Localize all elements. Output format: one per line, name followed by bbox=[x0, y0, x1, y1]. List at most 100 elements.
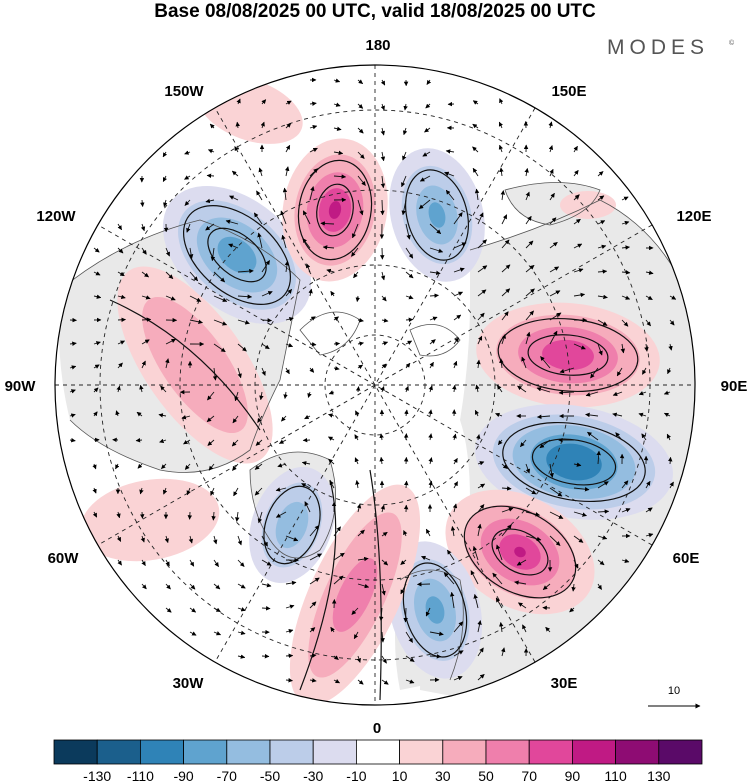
wind-vector bbox=[328, 390, 335, 395]
wind-vector bbox=[328, 458, 335, 465]
colorbar-swatch bbox=[269, 739, 314, 765]
longitude-labels: 180 150E 120E 90E 60E 30E 0 30W 60W 90W … bbox=[5, 37, 748, 737]
wind-vector bbox=[524, 167, 529, 177]
wind-vector bbox=[141, 295, 151, 300]
wind-vector bbox=[181, 415, 191, 420]
wind-vector bbox=[213, 583, 221, 590]
wind-vector bbox=[235, 511, 240, 522]
wind-vector bbox=[521, 356, 527, 369]
wind-vector bbox=[237, 343, 247, 352]
wind-vector bbox=[213, 607, 221, 613]
wind-vector bbox=[232, 415, 239, 424]
wind-vector bbox=[477, 523, 482, 537]
wind-vector bbox=[141, 583, 147, 590]
wind-vector bbox=[429, 316, 438, 321]
wind-vector bbox=[585, 412, 599, 418]
wind-vector bbox=[189, 559, 195, 567]
wind-vector bbox=[401, 175, 407, 188]
wind-vector bbox=[380, 127, 385, 136]
wind-vector bbox=[663, 412, 671, 418]
wind-vector bbox=[165, 358, 170, 369]
wind-vector bbox=[354, 434, 359, 441]
wind-vector bbox=[645, 270, 654, 275]
wind-vector bbox=[666, 433, 671, 441]
wind-vector bbox=[501, 214, 508, 225]
wind-vector bbox=[237, 559, 245, 567]
lon-label-120e: 120E bbox=[676, 208, 711, 225]
wind-vector bbox=[542, 583, 551, 590]
wind-vector bbox=[234, 146, 239, 153]
wind-vector bbox=[165, 295, 176, 301]
wind-vector bbox=[453, 242, 467, 249]
wind-vector bbox=[186, 223, 191, 233]
wind-vector bbox=[405, 271, 414, 279]
wind-vector bbox=[285, 123, 292, 129]
wind-vector bbox=[205, 223, 215, 231]
wind-vector bbox=[257, 511, 263, 524]
wind-vector bbox=[405, 655, 415, 662]
wind-vector bbox=[501, 311, 509, 321]
wind-vector bbox=[597, 195, 605, 201]
wind-vector bbox=[548, 121, 553, 129]
wind-vector bbox=[69, 341, 77, 346]
wind-vector bbox=[165, 583, 171, 590]
wind-vector bbox=[357, 103, 364, 109]
wind-vector bbox=[357, 529, 365, 537]
map-title: Base 08/08/2025 00 UTC, valid 18/08/2025… bbox=[154, 1, 596, 22]
colorbar-tick-label: 50 bbox=[478, 768, 494, 783]
wind-vector bbox=[402, 127, 408, 136]
wind-vector bbox=[328, 413, 335, 418]
wind-vector bbox=[540, 356, 551, 369]
wind-vector bbox=[225, 219, 239, 225]
wind-vector bbox=[302, 210, 311, 225]
wind-vector bbox=[426, 79, 432, 85]
wind-vector bbox=[285, 653, 294, 659]
wind-vector bbox=[285, 144, 291, 153]
wind-vector bbox=[380, 79, 386, 86]
wind-vector bbox=[184, 175, 191, 180]
wind-vector bbox=[333, 174, 347, 179]
wind-vector bbox=[381, 363, 387, 369]
wind-vector bbox=[165, 559, 170, 567]
wind-vector bbox=[320, 221, 335, 226]
wind-vector bbox=[213, 295, 228, 302]
wind-vector bbox=[525, 463, 531, 474]
wind-vector bbox=[117, 271, 125, 277]
colorbar-tick-label: 30 bbox=[435, 768, 451, 783]
wind-vector bbox=[472, 123, 479, 129]
wind-vector bbox=[621, 319, 629, 327]
colorbar-tick-label: -90 bbox=[173, 768, 193, 783]
wind-vector bbox=[569, 607, 575, 613]
wind-vector bbox=[357, 127, 364, 134]
wind-vector bbox=[357, 79, 364, 85]
wind-vector bbox=[419, 175, 431, 182]
wind-vector bbox=[136, 411, 143, 417]
wind-vector bbox=[309, 124, 318, 130]
wind-vector bbox=[261, 559, 272, 566]
colorbar-tick-label: 110 bbox=[604, 768, 627, 783]
wind-vector bbox=[210, 247, 216, 262]
wind-vector bbox=[536, 414, 551, 419]
wind-vector bbox=[184, 463, 191, 470]
wind-vector bbox=[381, 531, 388, 537]
wind-vector bbox=[597, 481, 609, 489]
wind-vector bbox=[474, 188, 480, 201]
wind-vector bbox=[284, 260, 290, 273]
wind-vector bbox=[208, 463, 215, 471]
wind-vector bbox=[453, 291, 464, 297]
wind-vector bbox=[477, 647, 484, 657]
wind-vector bbox=[255, 439, 263, 446]
wind-vector bbox=[283, 391, 288, 399]
graticule bbox=[55, 65, 695, 705]
wind-vector bbox=[69, 389, 76, 394]
wind-vector bbox=[499, 621, 504, 633]
wind-vector bbox=[525, 288, 535, 297]
wind-vector bbox=[254, 463, 263, 470]
wind-vector bbox=[379, 433, 384, 441]
wind-vector bbox=[450, 526, 456, 537]
wind-vector bbox=[116, 385, 121, 393]
wind-vector bbox=[573, 559, 579, 569]
wind-vector bbox=[301, 483, 311, 489]
wind-vector bbox=[162, 151, 168, 158]
wind-vector bbox=[380, 103, 385, 111]
